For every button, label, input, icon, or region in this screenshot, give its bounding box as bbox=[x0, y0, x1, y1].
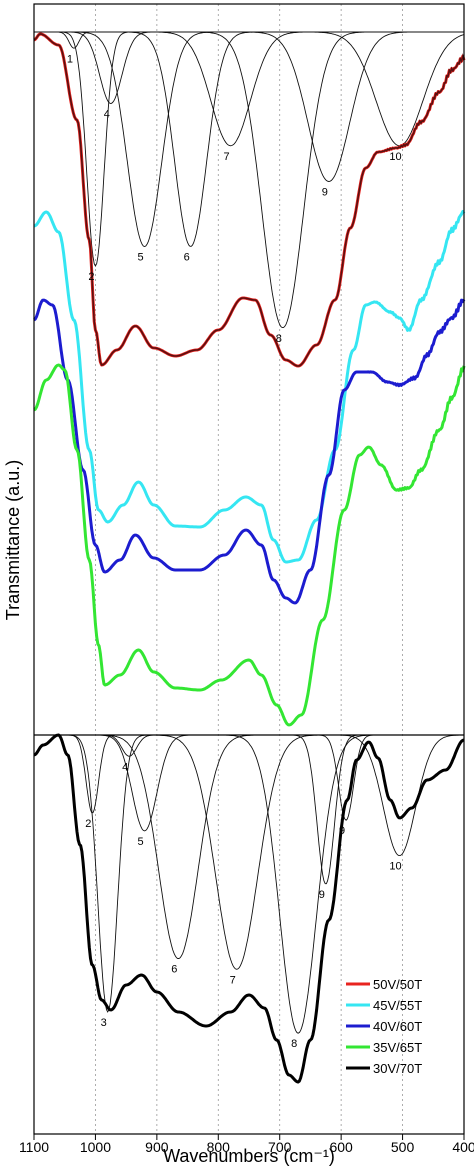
top-peak-label-4: 5 bbox=[138, 252, 144, 264]
top-peak-4 bbox=[34, 31, 464, 247]
bottom-peak-label-8: 9 bbox=[319, 889, 325, 901]
legend-label-2: 45V/55T bbox=[373, 998, 422, 1013]
top-peak-labels: 1 2 4 5 6 7 8 9 10 bbox=[67, 53, 402, 345]
x-axis: 1100 1000 900 800 700 600 500 400 bbox=[19, 1134, 474, 1155]
y-axis-title: Transmittance (a.u.) bbox=[3, 460, 23, 620]
plot-frame bbox=[33, 3, 465, 1135]
bottom-peak-label-9: 9 bbox=[339, 825, 345, 837]
series-line-3 bbox=[33, 298, 466, 605]
legend-label-5: 30V/70T bbox=[373, 1061, 422, 1076]
top-panel-spectra bbox=[33, 32, 466, 727]
grid-lines bbox=[95, 4, 403, 1134]
x-axis-title: Wavenumbers (cm⁻¹) bbox=[163, 1146, 335, 1166]
top-panel: 1 2 4 5 6 7 8 9 10 bbox=[33, 31, 466, 727]
bottom-peak-label-7: 8 bbox=[291, 1038, 297, 1050]
x-tick-label-800: 800 bbox=[207, 1139, 231, 1155]
bottom-peak-3 bbox=[34, 734, 464, 757]
legend-label-3: 40V/60T bbox=[373, 1019, 422, 1034]
bottom-panel-spectrum bbox=[33, 733, 465, 1084]
bottom-peak-10 bbox=[34, 734, 464, 857]
bottom-peak-label-3: 4 bbox=[122, 761, 128, 773]
bottom-peak-1 bbox=[34, 734, 464, 814]
series-line-4 bbox=[33, 363, 466, 727]
bottom-peak-2 bbox=[34, 734, 464, 1013]
bottom-peak-5 bbox=[34, 734, 464, 959]
bottom-peak-label-1: 2 bbox=[85, 818, 91, 830]
top-peak-label-7: 8 bbox=[276, 333, 282, 345]
bottom-peak-label-10: 10 bbox=[389, 861, 401, 873]
top-peak-5 bbox=[34, 31, 464, 247]
bottom-peak-label-5: 6 bbox=[171, 964, 177, 976]
x-tick-label-600: 600 bbox=[329, 1139, 353, 1155]
series-line-1 bbox=[33, 32, 466, 368]
top-peak-label-5: 6 bbox=[184, 252, 190, 264]
bottom-peak-6 bbox=[34, 734, 464, 970]
series-1-fit-line bbox=[33, 33, 465, 367]
series-line-5 bbox=[33, 733, 465, 1084]
top-peak-label-1: 1 bbox=[67, 53, 73, 65]
top-peak-2 bbox=[34, 31, 464, 267]
top-peak-6 bbox=[34, 31, 464, 147]
top-peak-label-6: 7 bbox=[224, 151, 230, 163]
x-tick-label-400: 400 bbox=[452, 1139, 474, 1155]
legend: 50V/50T 45V/55T 40V/60T 35V/65T 30V/70T bbox=[346, 977, 422, 1076]
top-peak-7 bbox=[34, 31, 464, 329]
top-peak-label-9: 10 bbox=[389, 151, 401, 163]
top-peak-3 bbox=[34, 31, 464, 104]
x-tick-label-1100: 1100 bbox=[19, 1139, 49, 1155]
top-peak-label-3: 4 bbox=[104, 109, 110, 121]
bottom-peak-label-4: 5 bbox=[138, 836, 144, 848]
bottom-peak-label-2: 3 bbox=[101, 1017, 107, 1029]
bottom-peak-label-6: 7 bbox=[230, 974, 236, 986]
x-tick-label-500: 500 bbox=[391, 1139, 415, 1155]
bottom-peak-9 bbox=[34, 734, 464, 821]
top-peak-label-2: 2 bbox=[88, 271, 94, 283]
legend-label-4: 35V/65T bbox=[373, 1040, 422, 1055]
top-peak-label-8: 9 bbox=[322, 187, 328, 199]
top-deconvolution-peaks bbox=[34, 31, 465, 329]
x-tick-label-900: 900 bbox=[145, 1139, 169, 1155]
legend-label-1: 50V/50T bbox=[373, 977, 422, 992]
top-peak-9 bbox=[34, 31, 465, 147]
x-tick-label-700: 700 bbox=[268, 1139, 292, 1155]
bottom-peak-labels: 2 3 4 5 6 7 8 9 9 10 bbox=[85, 761, 401, 1050]
series-line-2 bbox=[33, 210, 466, 564]
x-tick-label-1000: 1000 bbox=[80, 1139, 111, 1155]
top-peak-1 bbox=[34, 31, 464, 49]
